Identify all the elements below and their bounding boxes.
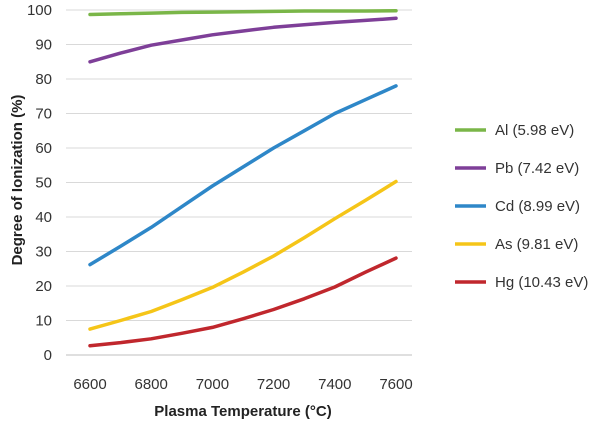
y-tick-label: 70 [35, 106, 52, 123]
y-tick-label: 40 [35, 209, 52, 226]
y-tick-label: 100 [27, 2, 52, 19]
x-tick-label: 7200 [257, 376, 290, 393]
legend-label: Pb (7.42 eV) [495, 160, 579, 177]
x-tick-label: 7600 [379, 376, 412, 393]
y-tick-label: 0 [44, 347, 52, 364]
y-tick-label: 30 [35, 244, 52, 261]
series-line [88, 179, 398, 331]
legend-label: As (9.81 eV) [495, 236, 578, 253]
y-tick-label: 50 [35, 175, 52, 192]
x-tick-label: 7400 [318, 376, 351, 393]
series-lines [88, 8, 398, 348]
legend-label: Cd (8.99 eV) [495, 198, 580, 215]
x-tick-label: 6600 [73, 376, 106, 393]
y-tick-label: 80 [35, 71, 52, 88]
legend-label: Al (5.98 eV) [495, 122, 574, 139]
x-tick-label: 6800 [135, 376, 168, 393]
y-tick-label: 20 [35, 278, 52, 295]
y-axis-ticks: 0 10 20 30 40 50 60 70 80 90 100 [27, 2, 52, 364]
x-axis-ticks: 6600 6800 7000 7200 7400 7600 [73, 376, 412, 393]
y-tick-label: 10 [35, 313, 52, 330]
y-tick-label: 60 [35, 140, 52, 157]
x-tick-label: 7000 [196, 376, 229, 393]
series-line [88, 84, 398, 267]
series-line [88, 8, 398, 17]
series-line [88, 16, 398, 64]
series-line [88, 256, 398, 348]
y-tick-label: 90 [35, 37, 52, 54]
legend-label: Hg (10.43 eV) [495, 274, 588, 291]
legend: Al (5.98 eV) Pb (7.42 eV) Cd (8.99 eV) As (… [455, 122, 588, 291]
x-axis-title: Plasma Temperature (°C) [154, 403, 331, 420]
y-axis-title: Degree of Ionization (%) [9, 95, 26, 266]
